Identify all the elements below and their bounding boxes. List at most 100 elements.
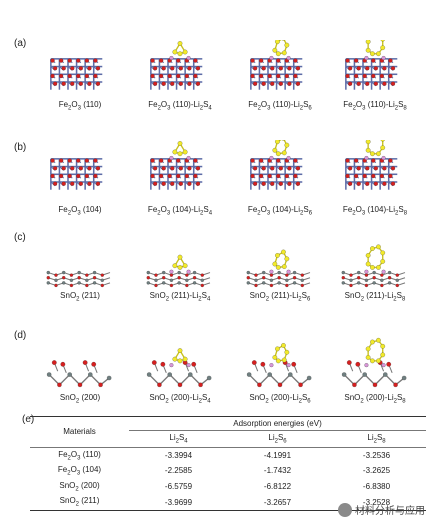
oxygen-atom xyxy=(365,166,370,171)
oxygen-atom xyxy=(95,181,101,186)
oxygen-atom xyxy=(59,173,64,179)
oxygen-atom xyxy=(278,66,283,71)
sulfur-atom xyxy=(177,141,183,146)
lithium-atom xyxy=(381,155,386,161)
oxygen-atom xyxy=(259,173,264,179)
tin-atom xyxy=(67,372,72,377)
table-row: SnO2 (200) -6.5759 -6.8122 -6.8380 xyxy=(30,479,426,495)
oxygen-atom xyxy=(76,173,81,179)
sulfur-atom xyxy=(275,346,280,352)
tin-atom xyxy=(185,278,189,282)
oxygen-atom xyxy=(54,283,58,288)
oxygen-atom xyxy=(67,173,72,179)
lithium-atom xyxy=(186,55,191,61)
tin-atom xyxy=(162,281,166,285)
sulfur-atom xyxy=(370,358,375,364)
oxygen-atom xyxy=(51,360,57,365)
lithium-atom xyxy=(169,55,174,61)
bond xyxy=(189,374,202,386)
oxygen-atom xyxy=(84,158,89,163)
caption-d-4: SnO2 (200)-Li2S8 xyxy=(344,393,406,405)
oxygen-atom xyxy=(390,181,396,186)
oxygen-atom xyxy=(365,66,370,71)
bond xyxy=(384,374,397,386)
tin-atom xyxy=(357,270,361,275)
oxygen-atom xyxy=(295,166,301,171)
tin-atom xyxy=(162,270,166,275)
oxygen-atom xyxy=(95,66,101,71)
oxygen-atom xyxy=(259,73,264,79)
oxygen-atom xyxy=(193,158,198,163)
oxygen-atom xyxy=(169,283,174,288)
lithium-atom xyxy=(269,55,274,61)
row-value: -2.2585 xyxy=(164,466,193,476)
oxygen-atom xyxy=(295,181,301,186)
oxygen-atom xyxy=(184,173,189,179)
bond xyxy=(353,374,366,386)
structure-a-3 xyxy=(240,40,320,100)
oxygen-atom xyxy=(50,73,55,79)
oxygen-atom xyxy=(69,273,74,277)
oxygen-atom xyxy=(295,81,301,86)
oxygen-atom xyxy=(291,361,297,367)
oxygen-atom xyxy=(146,276,150,280)
oxygen-atom xyxy=(349,273,353,277)
structure-b-1 xyxy=(40,140,120,200)
oxygen-atom xyxy=(53,181,58,186)
bond xyxy=(79,374,91,386)
oxygen-atom xyxy=(285,273,289,277)
oxygen-atom xyxy=(195,66,201,71)
tin-atom xyxy=(341,281,345,285)
sulfur-atom xyxy=(365,355,371,360)
oxygen-atom xyxy=(348,181,353,186)
oxygen-atom xyxy=(185,283,189,288)
sulfur-atom xyxy=(284,349,290,355)
sulfur-atom xyxy=(281,357,287,363)
oxygen-atom xyxy=(364,283,369,288)
sulfur-atom xyxy=(182,49,188,55)
sulfur-atom xyxy=(177,254,183,260)
oxygen-atom xyxy=(287,81,292,86)
oxygen-atom xyxy=(157,382,162,388)
sulfur-atom xyxy=(281,264,287,269)
oxygen-atom xyxy=(95,166,101,171)
oxygen-atom xyxy=(185,273,189,277)
oxygen-atom xyxy=(159,173,164,179)
oxygen-atom xyxy=(341,276,345,280)
oxygen-atom xyxy=(176,158,181,163)
oxygen-atom xyxy=(293,58,298,63)
sulfur-atom xyxy=(172,149,178,155)
header-col-3: Li2S8 xyxy=(327,430,426,448)
oxygen-atom xyxy=(93,58,98,63)
tin-atom xyxy=(100,278,104,282)
sulfur-atom xyxy=(281,249,286,255)
oxygen-atom xyxy=(253,166,258,171)
lithium-atom xyxy=(186,363,191,368)
oxygen-atom xyxy=(162,276,166,280)
oxygen-atom xyxy=(154,273,158,277)
oxygen-atom xyxy=(92,276,97,280)
caption-c-2: SnO2 (211)-Li2S4 xyxy=(149,291,211,303)
oxygen-atom xyxy=(87,181,92,186)
lithium-atom xyxy=(186,155,191,161)
lithium-atom xyxy=(381,269,386,274)
tin-atom xyxy=(246,372,252,377)
oxygen-atom xyxy=(150,73,155,79)
tin-atom xyxy=(277,270,281,275)
lithium-atom xyxy=(269,155,274,161)
oxygen-atom xyxy=(379,73,384,79)
oxygen-atom xyxy=(257,382,262,388)
caption-d-1: SnO2 (200) xyxy=(59,393,101,405)
tin-atom xyxy=(92,281,97,285)
oxygen-atom xyxy=(200,283,204,288)
caption-a-3: Fe2O3 (110)-Li2S6 xyxy=(248,100,312,112)
tin-atom xyxy=(206,375,212,381)
oxygen-atom xyxy=(191,361,197,367)
oxygen-atom xyxy=(345,158,350,163)
oxygen-atom xyxy=(178,181,183,186)
oxygen-atom xyxy=(70,66,75,71)
oxygen-atom xyxy=(346,360,352,365)
oxygen-atom xyxy=(76,58,81,63)
sulfur-atom xyxy=(380,259,386,264)
oxygen-atom xyxy=(187,81,192,86)
